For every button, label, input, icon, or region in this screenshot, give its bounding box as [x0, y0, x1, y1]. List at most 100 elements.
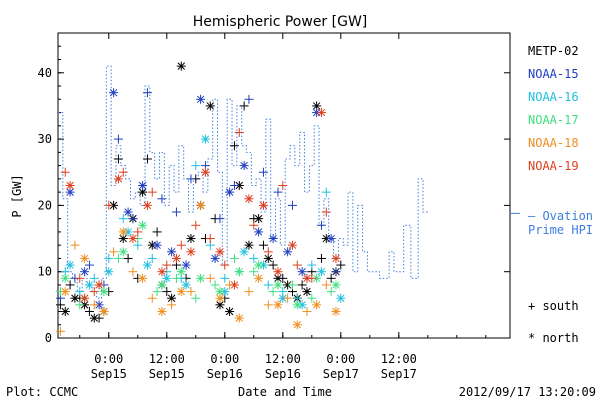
data-point-metp-02-north: [186, 234, 196, 244]
data-point-noaa-18-south: [186, 287, 196, 297]
x-tick-date: Sep17: [323, 367, 359, 381]
data-point-noaa-15-south: [331, 267, 341, 277]
plot-timestamp: 2012/09/17 13:20:09: [459, 385, 596, 399]
data-point-noaa-17-north: [331, 280, 341, 290]
data-point-metp-02-south: [316, 253, 326, 263]
data-point-noaa-19-south: [292, 260, 302, 270]
data-point-noaa-19-south: [89, 287, 99, 297]
data-point-metp-02-south: [123, 253, 133, 263]
data-point-metp-02-north: [89, 313, 99, 323]
data-point-noaa-16-north: [336, 293, 346, 303]
data-point-noaa-19-south: [263, 247, 273, 257]
data-point-noaa-19-south: [118, 167, 128, 177]
y-tick-label: 10: [38, 265, 52, 279]
data-point-metp-02-north: [60, 306, 70, 316]
data-point-noaa-16-south: [75, 287, 85, 297]
data-point-noaa-15-south: [273, 187, 283, 197]
y-tick-label: 30: [38, 132, 52, 146]
data-point-noaa-18-north: [138, 273, 148, 283]
data-point-noaa-18-south: [147, 293, 157, 303]
data-point-noaa-19-south: [75, 273, 85, 283]
data-point-noaa-19-north: [287, 240, 297, 250]
data-point-noaa-18-north: [312, 300, 322, 310]
data-point-noaa-15-south: [258, 167, 268, 177]
data-point-noaa-19-north: [80, 293, 90, 303]
data-point-metp-02-south: [113, 154, 123, 164]
legend-item-noaa-15: NOAA-15: [528, 67, 579, 81]
data-point-noaa-15-south: [84, 260, 94, 270]
data-point-noaa-17-south: [191, 293, 201, 303]
data-point-noaa-19-south: [162, 260, 172, 270]
x-tick-time: 0:00: [326, 352, 355, 366]
data-point-noaa-15-north: [268, 234, 278, 244]
data-point-noaa-19-north: [65, 181, 75, 190]
data-point-noaa-15-north: [283, 247, 293, 257]
data-point-noaa-15-north: [109, 88, 119, 98]
data-point-noaa-19-south: [234, 127, 244, 137]
data-point-noaa-15-south: [287, 200, 297, 210]
data-point-noaa-15-south: [215, 214, 225, 224]
legend-ovation-line1: — Ovation: [528, 209, 593, 223]
data-point-metp-02-south: [229, 141, 239, 151]
data-point-noaa-19-north: [171, 253, 181, 263]
data-point-noaa-15-south: [316, 220, 326, 230]
data-point-noaa-19-north: [258, 200, 268, 210]
data-point-noaa-16-south: [321, 187, 331, 197]
data-point-noaa-16-north: [65, 260, 75, 270]
data-point-noaa-15-north: [65, 187, 75, 197]
data-point-metp-02-north: [312, 101, 322, 111]
data-point-noaa-19-north: [229, 280, 239, 290]
y-tick-label: 20: [38, 198, 52, 212]
data-point-noaa-19-south: [321, 207, 331, 217]
data-point-noaa-15-north: [254, 227, 264, 237]
data-point-metp-02-south: [142, 154, 152, 164]
legend-item-noaa-16: NOAA-16: [528, 90, 579, 104]
data-point-noaa-15-north: [239, 161, 249, 171]
data-point-noaa-16-north: [181, 280, 191, 290]
data-point-noaa-17-south: [75, 300, 85, 310]
data-point-noaa-18-north: [273, 300, 283, 310]
data-point-noaa-18-north: [60, 287, 70, 297]
x-tick-date: Sep15: [91, 367, 127, 381]
data-point-noaa-19-south: [147, 187, 157, 197]
data-point-noaa-17-south: [249, 267, 259, 277]
x-tick-date: Sep16: [207, 367, 243, 381]
data-point-noaa-15-north: [210, 253, 220, 263]
data-point-noaa-15-north: [181, 260, 191, 270]
data-point-noaa-15-north: [196, 94, 206, 104]
data-point-noaa-18-south: [70, 240, 80, 250]
y-axis-label: P [GW]: [10, 174, 24, 217]
data-point-metp-02-north: [70, 293, 80, 303]
data-point-noaa-17-north: [99, 287, 109, 297]
data-point-noaa-19-north: [142, 200, 152, 210]
data-point-noaa-16-south: [307, 260, 317, 270]
data-point-noaa-15-south: [128, 214, 138, 224]
data-point-noaa-17-north: [196, 273, 206, 283]
ovation-line: [58, 65, 428, 299]
data-point-noaa-18-south: [302, 306, 312, 316]
data-point-noaa-19-south: [278, 181, 288, 190]
data-point-noaa-19-south: [220, 260, 230, 270]
data-point-noaa-18-south: [89, 300, 99, 310]
data-point-noaa-19-north: [302, 273, 312, 283]
x-tick-date: Sep15: [149, 367, 185, 381]
data-point-noaa-17-north: [157, 280, 167, 290]
data-point-noaa-17-north: [292, 300, 302, 310]
data-point-noaa-17-south: [210, 280, 220, 290]
data-point-noaa-18-north: [157, 306, 167, 316]
data-point-noaa-16-north: [200, 134, 210, 144]
data-point-noaa-19-north: [200, 167, 210, 177]
data-point-noaa-15-north: [167, 247, 177, 257]
data-point-metp-02-north: [254, 214, 264, 224]
data-point-noaa-16-south: [249, 253, 259, 263]
chart-title: Hemispheric Power [GW]: [193, 14, 368, 30]
data-point-noaa-17-south: [152, 287, 162, 297]
data-point-metp-02-south: [268, 260, 278, 270]
data-point-noaa-15-south: [142, 88, 152, 98]
data-point-noaa-15-south: [113, 134, 123, 144]
x-tick-time: 12:00: [381, 352, 417, 366]
legend-item-noaa-17: NOAA-17: [528, 113, 579, 127]
data-point-metp-02-north: [302, 287, 312, 297]
data-point-noaa-17-north: [254, 260, 264, 270]
data-point-noaa-19-south: [104, 200, 114, 210]
